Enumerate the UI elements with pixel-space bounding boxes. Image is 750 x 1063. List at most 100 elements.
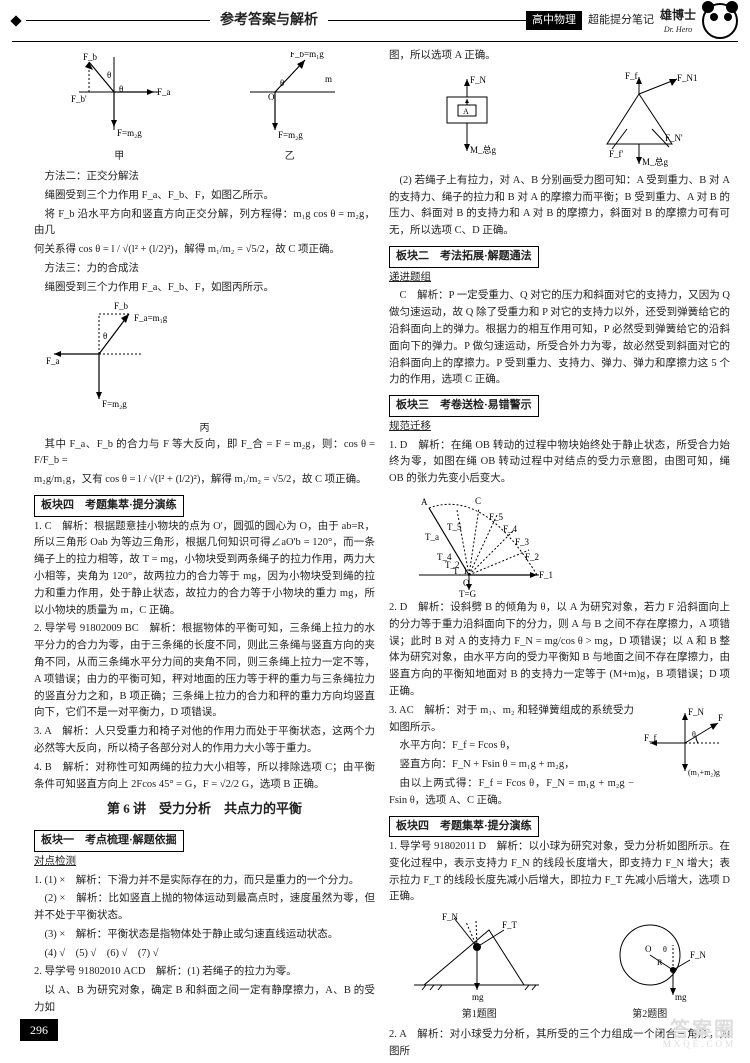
diagram-jia: F_b F_a θ θ F_b' F=m₂g 甲 [59,52,179,165]
r2d-text: 2. D 解析：设斜劈 B 的倾角为 θ，以 A 为研究对象，若力 F 沿斜面向… [389,600,730,701]
svg-text:F_b: F_b [83,52,98,62]
lecture-6-title: 第 6 讲 受力分析 共点力的平衡 [34,799,375,820]
svg-text:F_a: F_a [157,87,171,97]
c2b-text: 以 A、B 为研究对象，确定 B 和斜面之间一定有静摩擦力，A、B 的受力如 [34,983,375,1017]
c3-text: (3) × 解析：平衡状态是指物体处于静止或匀速直线运动状态。 [34,927,375,944]
diagram-bing: F_b F_a=m₁g θ F_a F=m₂g 丙 [34,299,375,437]
header-title: 参考答案与解析 [220,10,318,31]
svg-text:θ: θ [119,84,123,94]
svg-text:mg: mg [675,992,687,1002]
svg-text:F=m₂g: F=m₂g [117,128,142,138]
text-conclusion: 其中 F_a、F_b 的合力与 F 等大反向，即 F_合 = F = m₂g，则… [34,437,375,471]
header-subtitle: 超能提分笔记 [588,12,654,29]
diagram-row-1: F_b F_a θ θ F_b' F=m₂g 甲 F_b=m₁g θ [34,52,375,165]
subject-badge: 高中物理 [526,11,582,30]
diagram-wedge: F_f F_N1 M_总g F_f' F_N' [577,69,697,169]
text-method3-detail: 绳圈受到三个力作用 F_a、F_b、F，如图丙所示。 [34,280,375,297]
svg-text:θ: θ [692,730,696,739]
svg-text:F_N': F_N' [665,133,683,143]
progress-label: 递进题组 [389,270,730,287]
svg-text:R: R [657,958,663,967]
svg-text:T_a: T_a [425,532,439,542]
svg-text:A: A [463,107,469,116]
panda-logo-icon [702,3,738,39]
c2-text: (2) × 解析：比如竖直上抛的物体运动到最高点时，速度虽然为零，但并不处于平衡… [34,891,375,925]
svg-text:O: O [645,944,652,954]
r-q1-text: 1. 导学号 91802011 D 解析：以小球为研究对象，受力分析如图所示。在… [389,839,730,906]
section-3-header: 板块三 考卷送检·易错警示 [389,395,539,417]
svg-text:F_b: F_b [114,301,129,311]
svg-text:θ: θ [280,78,284,88]
svg-text:O: O [268,92,275,102]
svg-text:F_b': F_b' [71,94,87,104]
section-4r-header: 板块四 考题集萃·提分演练 [389,816,539,838]
svg-text:F=m₂g: F=m₂g [102,399,127,409]
content-columns: F_b F_a θ θ F_b' F=m₂g 甲 F_b=m₁g θ [34,48,730,1063]
q3-text: 3. A 解析：人只受重力和椅子对他的作用力而处于平衡状态，这两个力必然等大反向… [34,724,375,758]
c4-text: (4) √ (5) √ (6) √ (7) √ [34,946,375,963]
header-rule-right [328,20,526,21]
right-column: 图，所以选项 A 正确。 F_N A M_总g [389,48,730,1063]
svg-text:T_5: T_5 [447,522,462,532]
svg-text:A: A [421,497,428,507]
fig-yi-caption: 乙 [230,149,350,165]
svg-text:F_T: F_T [502,920,518,930]
r-p2: (2) 若绳子上有拉力，对 A、B 分别画受力图可知：A 受到重力、B 对 A … [389,173,730,240]
section-1-header: 板块一 考点梳理·解题依掘 [34,830,184,852]
svg-text:F=m₂g: F=m₂g [278,130,303,140]
fig-jia-caption: 甲 [59,149,179,165]
svg-text:F_N1: F_N1 [677,73,697,83]
text-eq-cos: 何关系得 cos θ = l / √(l² + (l/2)²)，解得 m₁/m₂… [34,242,375,259]
page-header: 参考答案与解析 高中物理 超能提分笔记 雄博士 Dr. Hero [12,0,738,42]
text-method2-detail: 绳圈受到三个力作用 F_a、F_b、F，如图乙所示。 [34,188,375,205]
diagram-incline: F_N F_T mg 第1题图 [414,910,544,1023]
c1-text: 1. (1) × 解析：下滑力并不是实际存在的力，而只是重力的一个分力。 [34,873,375,890]
r-top-text: 图，所以选项 A 正确。 [389,48,730,65]
left-column: F_b F_a θ θ F_b' F=m₂g 甲 F_b=m₁g θ [34,48,375,1063]
brand-en: Dr. Hero [660,24,696,36]
svg-text:F_1: F_1 [539,570,553,580]
q4-text: 4. B 解析：对称性可知两绳的拉力大小相等，所以排除选项 C；由平衡条件可知竖… [34,760,375,794]
svg-text:T_1: T_1 [453,566,468,576]
r3ac-text: 3. AC 解析：对于 m₁、m₂ 和轻弹簧组成的系统受力如图所示。 [389,703,634,737]
r3-h: 水平方向：F_f = Fcos θ， [389,738,634,755]
page-number: 296 [20,1019,58,1041]
r-c-text: C 解析：P 一定受重力、Q 对它的压力和斜面对它的支持力，又因为 Q 做匀速运… [389,288,730,389]
svg-text:M_总g: M_总g [470,144,497,155]
svg-text:F_f: F_f [625,71,638,81]
brand-name: 雄博士 [660,6,696,24]
q2-text: 2. 导学号 91802009 BC 解析：根据物体的平衡可知，三条绳上拉力的水… [34,621,375,722]
text-fb-decomp: 将 F_b 沿水平方向和竖直方向正交分解，列方程得：m₁g cos θ = m₂… [34,207,375,241]
checkpoint-label: 对点检测 [34,854,375,871]
svg-text:F_a: F_a [46,356,60,366]
svg-text:F_N: F_N [470,75,487,85]
header-rule-left [26,20,210,21]
svg-text:θ: θ [663,945,667,954]
svg-text:F_a=m₁g: F_a=m₁g [134,313,168,323]
fig-q1-caption: 第1题图 [414,1007,544,1023]
svg-text:F_f: F_f [644,733,657,743]
watermark-sub: MXQE.COM [663,1038,736,1052]
text-method3: 方法三：力的合成法 [34,261,375,278]
svg-text:F_b=m₁g: F_b=m₁g [290,52,324,59]
svg-text:F_5: F_5 [489,512,504,522]
r3-conc: 由以上两式得：F_f = Fcos θ，F_N = m₁g + m₂g − Fs… [389,776,634,810]
text-method2: 方法二：正交分解法 [34,169,375,186]
svg-text:F_3: F_3 [515,537,530,547]
svg-text:θ: θ [107,70,111,80]
diagram-yi: F_b=m₁g θ O m F=m₂g 乙 [230,52,350,165]
section-4-header: 板块四 考题集萃·提分演练 [34,495,184,517]
svg-text:mg: mg [472,992,484,1002]
c2a-text: 2. 导学号 91802010 ACD 解析：(1) 若绳子的拉力为零。 [34,964,375,981]
section-2-header: 板块二 考法拓展·解题通法 [389,246,539,268]
svg-text:m: m [325,74,332,84]
svg-text:(m₁+m₂)g: (m₁+m₂)g [688,768,720,777]
r1d-text: 1. D 解析：在绳 OB 转动的过程中物块始终处于静止状态，所受合力始终为零，… [389,438,730,488]
svg-text:M_总g: M_总g [642,156,669,167]
diagram-block: F_N A M_总g [422,69,512,169]
diagram-spring-block: F_f F_N F θ (m₁+m₂)g [640,703,730,812]
svg-text:F_f': F_f' [609,149,624,159]
svg-text:F: F [718,713,723,723]
svg-text:θ: θ [103,331,107,341]
diagram-row-bottom: F_N F_T mg 第1题图 [389,910,730,1023]
